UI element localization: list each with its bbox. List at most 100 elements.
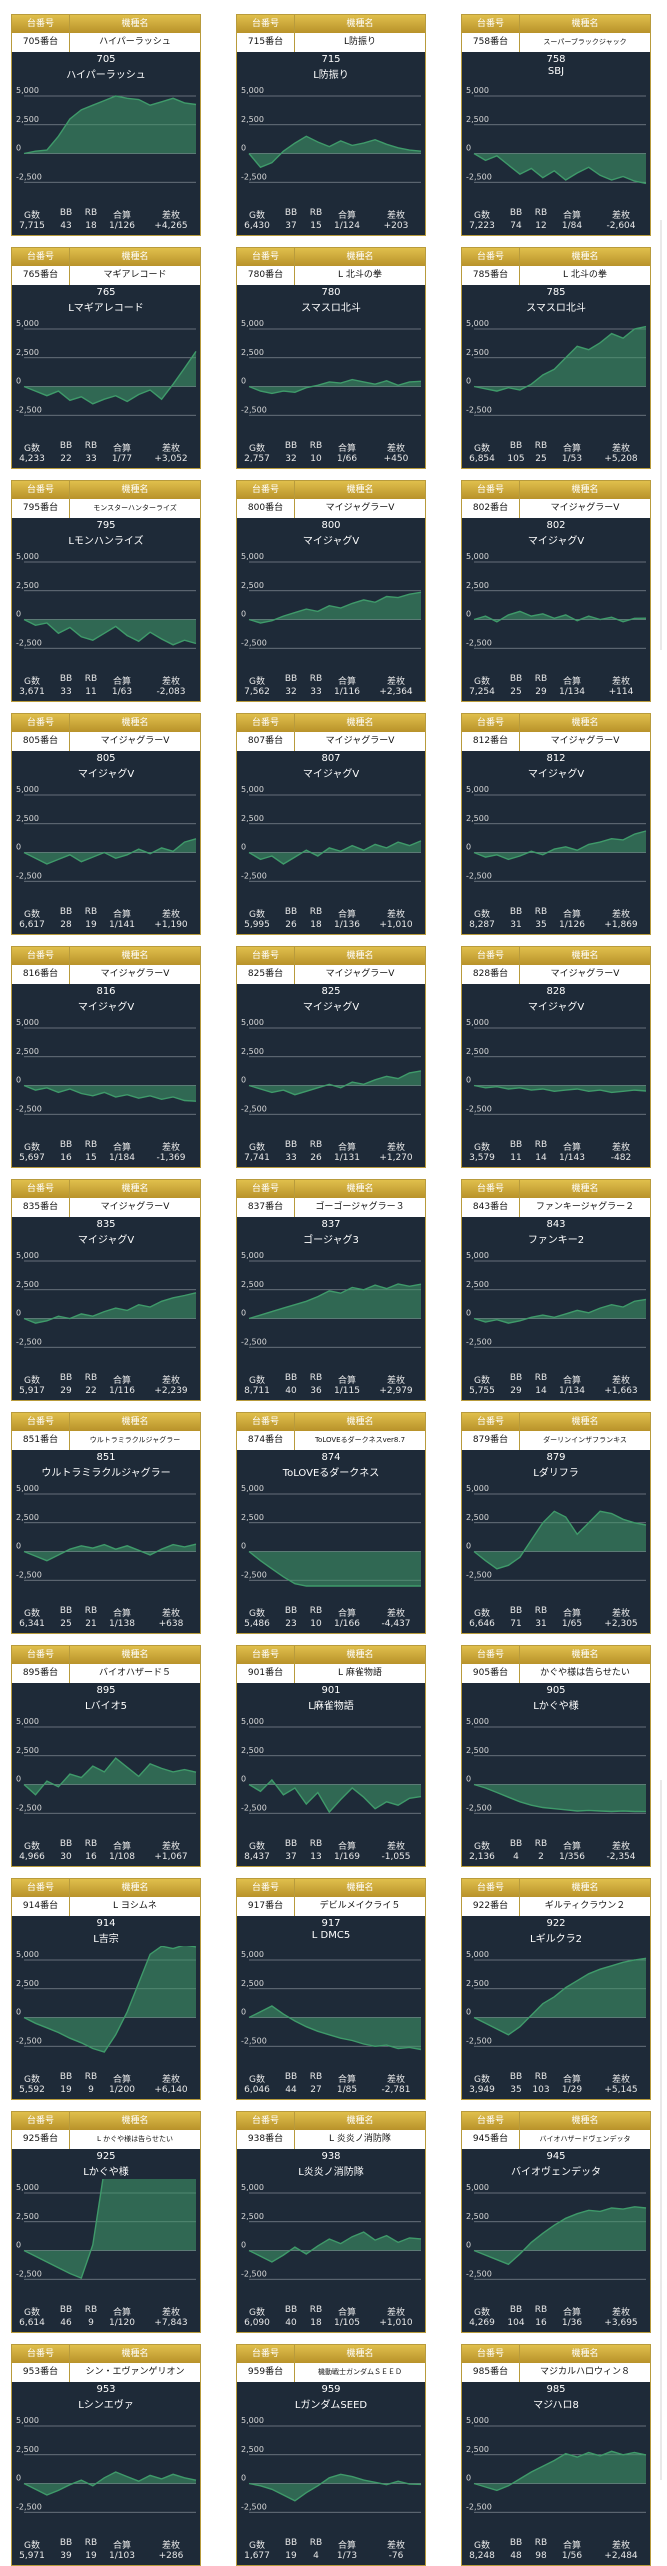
y-tick-label: -2,500 xyxy=(16,1803,42,1812)
kishu-name: マイジャグラーV xyxy=(70,732,200,751)
gousan-label: 合算 xyxy=(562,2308,581,2318)
dai-label: 台番号 xyxy=(237,248,294,266)
chart-panel: 843 ファンキー2 G数 BB RB 合算 差枚 5,755 29 14 1/… xyxy=(461,1217,651,1401)
machine-card[interactable]: 台番号 780番台 機種名 L 北斗の拳 780 スマスロ北斗 G数 BB RB… xyxy=(236,247,426,469)
g-value: 6,646 xyxy=(469,1619,495,1629)
y-tick-label: 2,500 xyxy=(16,1746,39,1755)
machine-card[interactable]: 台番号 837番台 機種名 ゴーゴージャグラー３ 837 ゴージャグ3 G数 B… xyxy=(236,1179,426,1401)
samai-label: 差枚 xyxy=(386,444,405,454)
gousan-label: 合算 xyxy=(337,677,356,687)
dai-label: 台番号 xyxy=(12,1180,69,1198)
rb-label: RB xyxy=(309,2538,323,2548)
machine-card[interactable]: 台番号 715番台 機種名 L防振り 715 L防振り G数 BB RB 合算 … xyxy=(236,14,426,236)
machine-number: 925 xyxy=(96,2151,116,2162)
g-value: 4,269 xyxy=(469,2318,495,2328)
stats-value-row: 6,046 44 27 1/85 -2,781 xyxy=(237,2085,425,2095)
machine-card[interactable]: 台番号 816番台 機種名 マイジャグラーV 816 マイジャグV G数 BB … xyxy=(11,946,201,1168)
dai-label: 台番号 xyxy=(12,481,69,499)
g-value: 7,741 xyxy=(244,1153,270,1163)
y-tick-label: -2,500 xyxy=(466,1803,492,1812)
rb-value: 19 xyxy=(85,920,97,930)
kishu-name: マイジャグラーV xyxy=(520,965,650,984)
kishu-label: 機種名 xyxy=(520,1413,650,1431)
machine-card[interactable]: 台番号 953番台 機種名 シン・エヴァンゲリオン 953 Lシンエヴァ G数 … xyxy=(11,2344,201,2566)
stats-value-row: 3,949 35 103 1/29 +5,145 xyxy=(462,2085,650,2095)
y-tick-label: 2,500 xyxy=(16,2212,39,2221)
y-tick-label: 5,000 xyxy=(466,1717,489,1726)
chart-panel: 945 バイオヴェンデッタ G数 BB RB 合算 差枚 4,269 104 1… xyxy=(461,2149,651,2333)
machine-card[interactable]: 台番号 785番台 機種名 L 北斗の拳 785 スマスロ北斗 G数 BB RB… xyxy=(461,247,651,469)
machine-card[interactable]: 台番号 705番台 機種名 ハイパーラッシュ 705 ハイパーラッシュ G数 B… xyxy=(11,14,201,236)
machine-number: 874 xyxy=(321,1452,341,1463)
scroll-track[interactable] xyxy=(660,220,662,650)
stats-table: G数 BB RB 合算 差枚 7,715 43 18 1/126 +4,265 xyxy=(12,208,200,231)
card-header: 台番号 945番台 機種名 バイオハザードヴェンデッタ xyxy=(461,2111,651,2149)
machine-card[interactable]: 台番号 835番台 機種名 マイジャグラーV 835 マイジャグV G数 BB … xyxy=(11,1179,201,1401)
machine-card[interactable]: 台番号 874番台 機種名 ToLOVEるダークネスver8.7 874 ToL… xyxy=(236,1412,426,1634)
machine-card[interactable]: 台番号 758番台 機種名 スーパーブラックジャック 758 SBJ G数 BB… xyxy=(461,14,651,236)
machine-card[interactable]: 台番号 925番台 機種名 L かぐや様は告らせたい 925 Lかぐや様 G数 … xyxy=(11,2111,201,2333)
bb-label: BB xyxy=(509,1839,523,1849)
kishu-name: L防振り xyxy=(295,33,425,52)
samai-label: 差枚 xyxy=(386,1376,405,1386)
machine-card[interactable]: 台番号 812番台 機種名 マイジャグラーV 812 マイジャグV G数 BB … xyxy=(461,713,651,935)
kishu-label: 機種名 xyxy=(520,1879,650,1897)
kishu-label: 機種名 xyxy=(70,1879,200,1897)
machine-card[interactable]: 台番号 922番台 機種名 ギルティクラウン２ 922 Lギルクラ2 G数 BB… xyxy=(461,1878,651,2100)
stats-table: G数 BB RB 合算 差枚 5,697 16 15 1/184 -1,369 xyxy=(12,1140,200,1163)
gousan-label: 合算 xyxy=(562,1143,581,1153)
y-tick-label: -2,500 xyxy=(16,638,42,647)
gousan-label: 合算 xyxy=(337,2541,356,2551)
y-tick-label: 5,000 xyxy=(466,2416,489,2425)
scroll-track[interactable] xyxy=(660,1780,662,2480)
machine-card[interactable]: 台番号 917番台 機種名 デビルメイクライ５ 917 L DMC5 G数 BB… xyxy=(236,1878,426,2100)
machine-card[interactable]: 台番号 985番台 機種名 マジカルハロウィン８ 985 マジハロ8 G数 BB… xyxy=(461,2344,651,2566)
kishu-name: L 麻雀物語 xyxy=(295,1664,425,1683)
card-header: 台番号 879番台 機種名 ダーリンインザフランキス xyxy=(461,1412,651,1450)
machine-card[interactable]: 台番号 879番台 機種名 ダーリンインザフランキス 879 Lダリフラ G数 … xyxy=(461,1412,651,1634)
dai-cell: 台番号 985番台 xyxy=(462,2345,520,2382)
difference-line xyxy=(248,840,422,865)
difference-line xyxy=(23,2179,104,2280)
rb-value: 31 xyxy=(535,1619,547,1629)
machine-grid: 台番号 705番台 機種名 ハイパーラッシュ 705 ハイパーラッシュ G数 B… xyxy=(11,14,651,2566)
machine-card[interactable]: 台番号 795番台 機種名 モンスターハンターライズ 795 Lモンハンライズ … xyxy=(11,480,201,702)
chart-panel: 922 Lギルクラ2 G数 BB RB 合算 差枚 3,949 35 103 1… xyxy=(461,1916,651,2100)
machine-card[interactable]: 台番号 959番台 機種名 機動戦士ガンダムＳＥＥＤ 959 LガンダムSEED… xyxy=(236,2344,426,2566)
machine-card[interactable]: 台番号 901番台 機種名 L 麻雀物語 901 L麻雀物語 G数 BB RB … xyxy=(236,1645,426,1867)
y-tick-label: 0 xyxy=(466,144,471,153)
card-header: 台番号 828番台 機種名 マイジャグラーV xyxy=(461,946,651,984)
difference-chart: 5,000 2,500 0 -2,500 xyxy=(241,1484,421,1587)
machine-card[interactable]: 台番号 938番台 機種名 L 炎炎ノ消防隊 938 L炎炎ノ消防隊 G数 BB… xyxy=(236,2111,426,2333)
bb-value: 71 xyxy=(510,1619,522,1629)
machine-card[interactable]: 台番号 800番台 機種名 マイジャグラーV 800 マイジャグV G数 BB … xyxy=(236,480,426,702)
machine-number: 705 xyxy=(96,54,116,65)
machine-card[interactable]: 台番号 843番台 機種名 ファンキージャグラー２ 843 ファンキー2 G数 … xyxy=(461,1179,651,1401)
card-header: 台番号 805番台 機種名 マイジャグラーV xyxy=(11,713,201,751)
rb-label: RB xyxy=(534,2538,548,2548)
dai-cell: 台番号 825番台 xyxy=(237,947,295,984)
dai-cell: 台番号 835番台 xyxy=(12,1180,70,1217)
samai-value: +2,979 xyxy=(379,1386,413,1396)
machine-card[interactable]: 台番号 807番台 機種名 マイジャグラーV 807 マイジャグV G数 BB … xyxy=(236,713,426,935)
dai-label: 台番号 xyxy=(237,1180,294,1198)
machine-card[interactable]: 台番号 825番台 機種名 マイジャグラーV 825 マイジャグV G数 BB … xyxy=(236,946,426,1168)
difference-area xyxy=(24,619,196,645)
machine-card[interactable]: 台番号 914番台 機種名 L ヨシムネ 914 L吉宗 G数 BB RB 合算… xyxy=(11,1878,201,2100)
machine-short-name: L DMC5 xyxy=(311,1930,351,1941)
machine-card[interactable]: 台番号 851番台 機種名 ウルトラミラクルジャグラー 851 ウルトラミラクル… xyxy=(11,1412,201,1634)
machine-card[interactable]: 台番号 905番台 機種名 かぐや様は告らせたい 905 Lかぐや様 G数 BB… xyxy=(461,1645,651,1867)
y-tick-label: 0 xyxy=(241,610,246,619)
machine-card[interactable]: 台番号 805番台 機種名 マイジャグラーV 805 マイジャグV G数 BB … xyxy=(11,713,201,935)
machine-card[interactable]: 台番号 945番台 機種名 バイオハザードヴェンデッタ 945 バイオヴェンデッ… xyxy=(461,2111,651,2333)
gousan-label: 合算 xyxy=(112,677,131,687)
machine-short-name: ゴージャグ3 xyxy=(303,1235,359,1246)
machine-card[interactable]: 台番号 802番台 機種名 マイジャグラーV 802 マイジャグV G数 BB … xyxy=(461,480,651,702)
kishu-cell: 機種名 ギルティクラウン２ xyxy=(520,1879,650,1916)
y-tick-label: -2,500 xyxy=(241,1337,267,1346)
machine-card[interactable]: 台番号 765番台 機種名 マギアレコード 765 Lマギアレコード G数 BB… xyxy=(11,247,201,469)
chart-panel: 800 マイジャグV G数 BB RB 合算 差枚 7,562 32 33 1/… xyxy=(236,518,426,702)
machine-card[interactable]: 台番号 828番台 機種名 マイジャグラーV 828 マイジャグV G数 BB … xyxy=(461,946,651,1168)
machine-number: 805 xyxy=(96,753,116,764)
machine-card[interactable]: 台番号 895番台 機種名 バイオハザード５ 895 Lバイオ5 G数 BB R… xyxy=(11,1645,201,1867)
